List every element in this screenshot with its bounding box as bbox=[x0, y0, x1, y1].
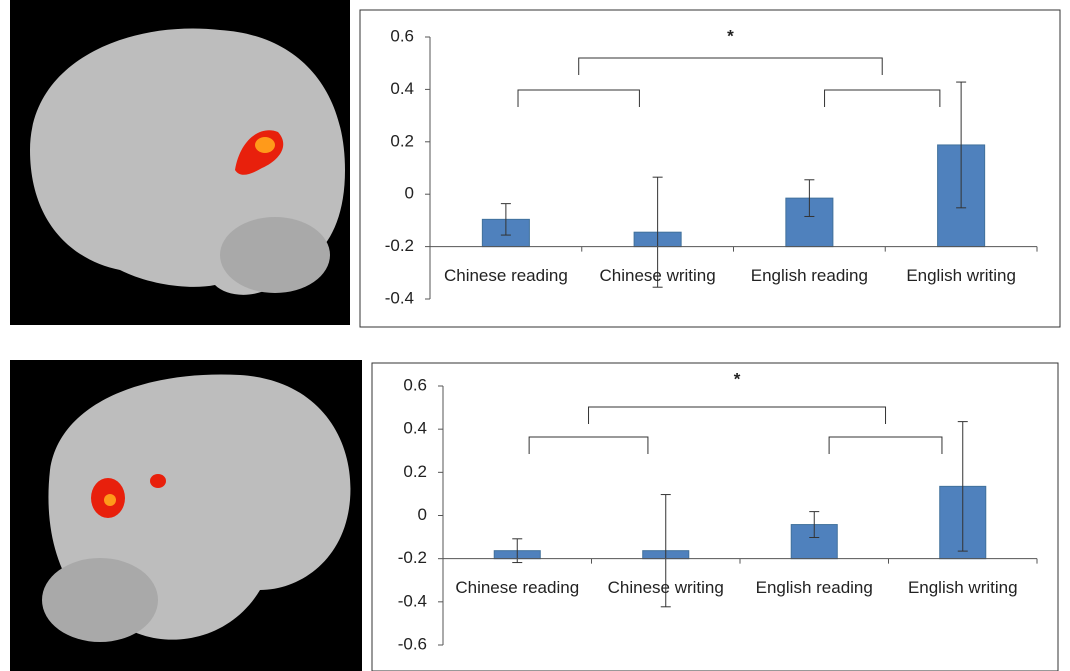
y-tick-label: 0.6 bbox=[403, 375, 427, 394]
brain-image bbox=[10, 0, 350, 325]
significance-bracket bbox=[588, 406, 887, 424]
x-tick-label: English reading bbox=[751, 266, 868, 285]
x-tick-label: English writing bbox=[906, 266, 1016, 285]
y-tick-label: 0 bbox=[405, 184, 414, 203]
error-bar bbox=[809, 511, 820, 539]
y-tick-label: -0.2 bbox=[385, 236, 414, 255]
error-bar bbox=[652, 176, 663, 288]
error-bar bbox=[500, 203, 511, 236]
y-tick-label: 0.2 bbox=[390, 131, 414, 150]
significance-bracket bbox=[528, 436, 649, 454]
significance-bracket bbox=[578, 57, 883, 75]
y-tick-label: 0.4 bbox=[390, 79, 414, 98]
x-tick-label: Chinese reading bbox=[455, 578, 579, 597]
chart: -0.4 -0.2 0 0.2 0.4 0.6 Chinese reading Chinese… bbox=[359, 9, 1061, 328]
x-tick-label: English reading bbox=[756, 578, 873, 597]
y-tick-label: -0.4 bbox=[385, 288, 414, 307]
error-bar bbox=[804, 179, 815, 217]
y-tick-label: 0.4 bbox=[403, 419, 427, 438]
x-tick-label: Chinese reading bbox=[444, 266, 568, 285]
error-bar bbox=[956, 81, 967, 209]
brain-image bbox=[10, 360, 362, 671]
y-tick-label: 0 bbox=[418, 505, 427, 524]
chart: -0.6 -0.4 -0.2 0 0.2 0.4 0.6 Chinese reading Chi… bbox=[371, 362, 1059, 671]
x-tick-label: Chinese writing bbox=[608, 578, 724, 597]
significance-bracket bbox=[824, 89, 941, 107]
y-tick-label: 0.2 bbox=[403, 462, 427, 481]
x-tick-label: Chinese writing bbox=[600, 266, 716, 285]
y-tick-label: -0.6 bbox=[398, 634, 427, 653]
y-tick-label: 0.6 bbox=[390, 26, 414, 45]
x-tick-label: English writing bbox=[908, 578, 1018, 597]
significance-star: * bbox=[727, 26, 734, 45]
error-bar bbox=[660, 494, 671, 608]
error-bar bbox=[957, 421, 968, 552]
significance-star: * bbox=[734, 369, 741, 388]
significance-bracket bbox=[828, 436, 943, 454]
y-tick-label: -0.2 bbox=[398, 548, 427, 567]
y-tick-label: -0.4 bbox=[398, 591, 427, 610]
significance-bracket bbox=[517, 89, 640, 107]
